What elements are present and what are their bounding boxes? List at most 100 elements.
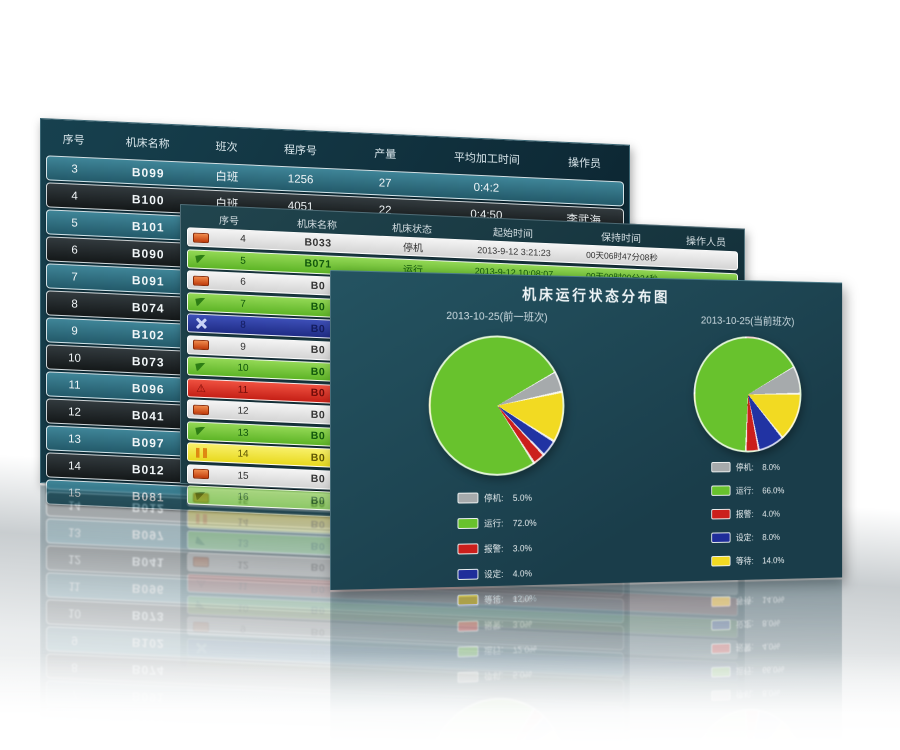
stop-icon [193, 275, 209, 286]
cell-serial: 10 [47, 351, 102, 365]
legend-item: 停机: 5.0% [457, 491, 536, 505]
state-icon-cell [188, 317, 214, 330]
cell-serial: 5 [47, 216, 102, 230]
column-header: 起始时间 [461, 222, 565, 242]
cell-serial: 9 [214, 340, 272, 354]
legend-item: 设定: 4.0% [457, 567, 536, 581]
running-flag-icon [195, 491, 207, 500]
legend-value: 14.0% [762, 555, 784, 565]
stop-icon [193, 469, 209, 480]
legend-swatch [457, 569, 478, 580]
cell-serial: 6 [47, 243, 102, 257]
pie-chart [429, 334, 565, 476]
legend-value: 5.0% [513, 493, 532, 503]
legend-swatch [711, 556, 730, 567]
chart-subtitle: 2013-10-25(前一班次) [333, 305, 654, 326]
stop-icon [193, 232, 209, 243]
legend-item: 报警: 4.0% [711, 507, 784, 520]
column-header: 保持时间 [565, 226, 677, 246]
cell-machine-name: B033 [272, 235, 364, 251]
machine-monitoring-dashboard-composite: 序号 机床名称 班次 程序号 产量 平均加工时间 操作员 3 B099 白班 1256 27 0:4:… [0, 0, 900, 750]
column-header: 序号 [46, 130, 101, 149]
legend-value: 8.0% [762, 462, 780, 471]
legend-item: 等待: 14.0% [711, 554, 784, 568]
legend-value: 8.0% [762, 532, 780, 542]
state-icon-cell [188, 468, 214, 479]
legend-item: 运行: 72.0% [457, 516, 536, 530]
legend-value: 4.0% [762, 509, 780, 519]
cell-serial: 4 [47, 189, 102, 203]
cell-serial: 11 [214, 383, 272, 397]
cell-serial: 9 [47, 324, 102, 338]
column-header: 程序号 [259, 140, 342, 160]
legend-label: 等待: [736, 554, 754, 567]
legend-label: 设定: [484, 567, 503, 580]
running-flag-icon [195, 297, 207, 306]
legend-label: 报警: [736, 508, 754, 520]
legend-swatch [711, 485, 730, 496]
cell-serial: 13 [214, 426, 272, 440]
cell-machine-status: 停机 [364, 237, 462, 256]
column-header: 操作员 [545, 153, 624, 173]
cell-serial: 3 [47, 162, 102, 176]
legend-swatch [457, 518, 478, 529]
legend-label: 停机: [736, 461, 754, 473]
state-icon-cell [188, 491, 214, 500]
cell-serial: 15 [47, 486, 102, 500]
running-flag-icon [195, 426, 207, 435]
state-icon-cell [188, 447, 214, 458]
alarm-warning-icon: ⚠ [196, 382, 206, 393]
column-header: 平均加工时间 [429, 148, 545, 169]
state-icon-cell [188, 232, 214, 243]
state-icon-cell [188, 426, 214, 435]
status-distribution-wrap: 机床运行状态分布图 2013-10-25(前一班次) 停机: 5.0% 运行: 72.0… [330, 270, 842, 590]
stop-icon [193, 404, 209, 415]
cell-start-time: 2013-9-12 3:21:23 [462, 244, 566, 259]
state-icon-cell [188, 404, 214, 415]
legend-swatch [711, 509, 730, 520]
state-icon-cell [188, 362, 214, 371]
cell-serial: 10 [214, 361, 272, 375]
chart-column: 2013-10-25(前一班次) 停机: 5.0% 运行: 72.0% 报警: 3.0% 设定… [333, 300, 654, 623]
cell-operator [544, 190, 623, 194]
legend-item: 停机: 8.0% [711, 461, 784, 474]
column-header: 序号 [187, 210, 271, 229]
maintenance-tools-icon [195, 317, 208, 330]
legend-value: 72.0% [513, 518, 537, 528]
pause-icon [196, 447, 207, 457]
legend-label: 停机: [484, 491, 503, 504]
chart-legend: 停机: 8.0% 运行: 66.0% 报警: 4.0% 设定: 8.0% 等待: 14.0% [711, 461, 784, 579]
legend-label: 设定: [736, 531, 754, 543]
legend-item: 设定: 8.0% [711, 530, 784, 543]
legend-value: 3.0% [513, 543, 532, 553]
state-icon-cell [188, 275, 214, 286]
cell-serial: 14 [214, 447, 272, 461]
state-icon-cell [188, 339, 214, 350]
state-icon-cell [188, 254, 214, 263]
legend-swatch [711, 462, 730, 472]
legend-value: 66.0% [762, 485, 784, 495]
cell-serial: 6 [214, 275, 272, 289]
legend-swatch [711, 532, 730, 543]
cell-serial: 15 [214, 469, 272, 483]
cell-serial: 4 [214, 232, 272, 246]
cell-serial: 12 [214, 404, 272, 418]
legend-item: 运行: 66.0% [711, 484, 784, 497]
legend-label: 报警: [484, 542, 503, 555]
legend-label: 运行: [736, 484, 754, 496]
legend-label: 等待: [484, 593, 503, 606]
running-flag-icon [195, 254, 207, 263]
column-header: 机床名称 [101, 133, 194, 153]
chart-subtitle: 2013-10-25(当前班次) [654, 311, 840, 329]
cell-hold-time: 00天06时47分08秒 [566, 247, 678, 264]
cell-avg-time: 0:4:2 [428, 179, 544, 196]
cell-serial: 12 [47, 405, 102, 419]
state-icon-cell [188, 297, 214, 306]
cell-serial: 5 [214, 254, 272, 268]
cell-serial: 8 [47, 297, 102, 311]
column-header: 机床状态 [363, 217, 461, 236]
cell-serial: 14 [47, 459, 102, 473]
pie-chart [694, 336, 802, 453]
legend-swatch [457, 543, 478, 554]
cell-serial: 11 [47, 378, 102, 392]
